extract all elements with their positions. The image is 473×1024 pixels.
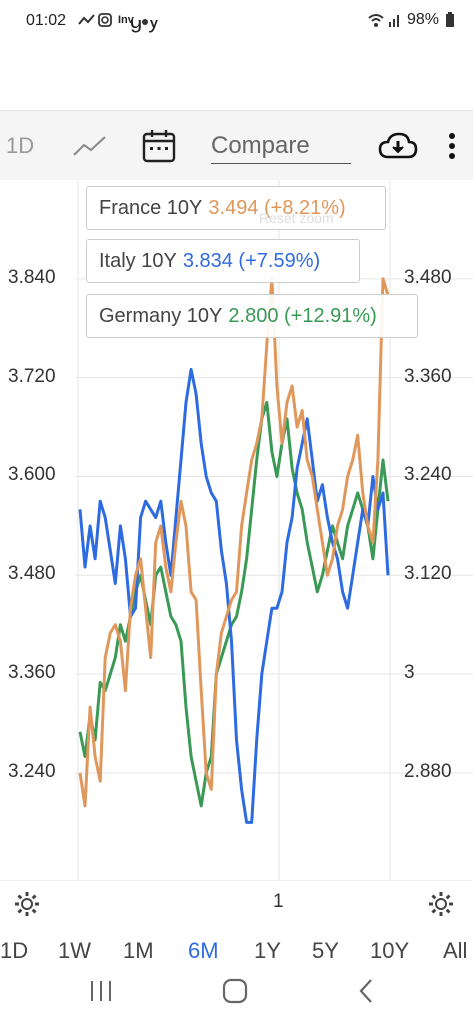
left-axis-tick-label: 3.720 <box>8 365 56 387</box>
range-10y[interactable]: 10Y <box>370 938 410 960</box>
more-vert-icon <box>449 133 455 159</box>
status-time: 01:02 <box>26 12 67 29</box>
recent-apps-icon <box>91 981 111 1001</box>
left-axis-tick-label: 3.240 <box>8 760 56 782</box>
series-line-germany-10y <box>78 400 390 808</box>
legend-italy-name: Italy 10Y <box>99 249 177 272</box>
right-axis-tick-label: 3 <box>404 662 415 684</box>
right-axis-tick-label: 3.480 <box>404 266 452 288</box>
range-6m[interactable]: 6M <box>188 938 219 960</box>
right-axis-tick-label: 3.240 <box>404 464 452 486</box>
compare-input[interactable]: Compare <box>211 129 351 164</box>
legend-france-name: France 10Y <box>99 196 203 219</box>
inv-notif-text: Inv <box>118 14 134 26</box>
right-axis-tick-label: 2.880 <box>404 760 452 782</box>
header-partial-text: g y <box>130 20 160 33</box>
home-icon <box>222 978 248 1004</box>
chart-svg[interactable] <box>0 180 473 880</box>
more-options-button[interactable] <box>446 111 458 181</box>
range-1y[interactable]: 1Y <box>254 938 281 960</box>
back-chevron-icon <box>359 979 372 1003</box>
chart-type-button[interactable] <box>72 111 108 181</box>
calendar-icon <box>142 130 176 163</box>
legend-germany-value: 2.800 (+12.91%) <box>228 304 377 327</box>
interval-button[interactable]: 1D <box>6 133 35 158</box>
right-axis-tick-label: 3.120 <box>404 563 452 585</box>
series-line-france-10y <box>78 277 390 808</box>
gear-icon <box>429 892 453 916</box>
legend-germany: Germany 10Y 2.800 (+12.91%) <box>86 294 418 338</box>
chart-toolbar: 1D Compare <box>0 110 473 181</box>
date-range-button[interactable] <box>142 111 176 181</box>
legend-france-value: 3.494 (+8.21%) <box>208 196 346 219</box>
range-1d[interactable]: 1D <box>0 938 29 960</box>
chart-area[interactable]: 3.840 3.720 3.600 3.480 3.360 3.240 3.480 3.36… <box>0 180 473 880</box>
notification-glyphs-icon <box>78 13 148 27</box>
range-selector: 1D 1W 1M 6M 1Y 5Y 10Y All <box>0 930 473 960</box>
right-settings-button[interactable] <box>428 891 454 922</box>
legend-france: France 10Y 3.494 (+8.21%) Reset zoom <box>86 186 386 230</box>
x-tick-label: 1 <box>273 891 284 912</box>
left-axis-tick-label: 3.480 <box>8 563 56 585</box>
wifi-signal-icon <box>368 14 399 27</box>
system-nav-bar <box>0 960 473 1024</box>
range-5y[interactable]: 5Y <box>312 938 339 960</box>
legend-germany-name: Germany 10Y <box>99 304 223 327</box>
battery-icon <box>446 12 454 27</box>
line-chart-icon <box>73 136 106 156</box>
range-all[interactable]: All <box>443 938 468 960</box>
left-axis-tick-label: 3.360 <box>8 662 56 684</box>
reset-zoom-button[interactable]: Reset zoom <box>259 210 334 226</box>
cloud-download-icon <box>378 132 418 159</box>
gear-icon <box>15 892 39 916</box>
left-axis-tick-label: 3.600 <box>8 464 56 486</box>
range-1w[interactable]: 1W <box>58 938 91 960</box>
legend-italy-value: 3.834 (+7.59%) <box>182 249 321 272</box>
left-axis-tick-label: 3.840 <box>8 266 56 288</box>
left-settings-button[interactable] <box>14 891 40 922</box>
right-axis-tick-label: 3.360 <box>404 365 452 387</box>
notification-icons <box>78 12 148 31</box>
status-right: 98% <box>367 11 455 29</box>
recent-apps-button[interactable] <box>88 978 114 1009</box>
range-1m[interactable]: 1M <box>123 938 154 960</box>
home-button[interactable] <box>221 977 249 1010</box>
legend-italy: Italy 10Y 3.834 (+7.59%) <box>86 239 360 283</box>
battery-percent: 98% <box>406 11 439 28</box>
x-axis-strip: 1 <box>0 880 473 947</box>
back-button[interactable] <box>356 977 376 1010</box>
status-bar: 01:02 Inv 98% <box>0 0 473 44</box>
download-button[interactable] <box>378 111 418 181</box>
